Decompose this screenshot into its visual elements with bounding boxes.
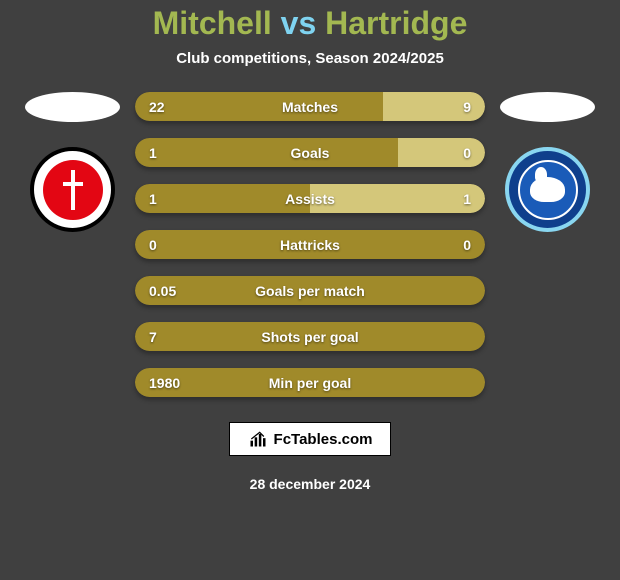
stat-bar: 7 Shots per goal [135, 322, 485, 351]
player2-name: Hartridge [325, 5, 467, 41]
stat-value-right: 0 [463, 237, 471, 253]
stat-value-left: 1 [149, 191, 157, 207]
stat-bar: 0 0 Hattricks [135, 230, 485, 259]
wycombe-inner [518, 160, 578, 220]
bar-fill-right [310, 184, 485, 213]
stat-label: Assists [285, 191, 335, 207]
stat-value-left: 0.05 [149, 283, 176, 299]
stat-label: Shots per goal [261, 329, 358, 345]
right-column [500, 92, 595, 232]
player1-name: Mitchell [153, 5, 272, 41]
date-text: 28 december 2024 [250, 476, 371, 492]
stat-label: Min per goal [269, 375, 351, 391]
stats-column: 22 9 Matches 1 0 Goals 1 1 Assists 0 0 Hattricks 0.0… [135, 92, 485, 397]
bar-fill-right [398, 138, 486, 167]
stat-bar: 22 9 Matches [135, 92, 485, 121]
stat-value-left: 7 [149, 329, 157, 345]
stat-label: Matches [282, 99, 338, 115]
stat-value-left: 0 [149, 237, 157, 253]
stat-value-right: 9 [463, 99, 471, 115]
comparison-container: Mitchell vs Hartridge Club competitions,… [0, 0, 620, 580]
stat-label: Hattricks [280, 237, 340, 253]
logo-box: FcTables.com [229, 422, 392, 456]
stat-bar: 1 0 Goals [135, 138, 485, 167]
stat-value-right: 0 [463, 145, 471, 161]
vs-text: vs [281, 5, 317, 41]
left-club-badge [30, 147, 115, 232]
charlton-inner [43, 160, 103, 220]
right-club-badge [505, 147, 590, 232]
stat-value-left: 22 [149, 99, 165, 115]
stat-label: Goals per match [255, 283, 365, 299]
stat-value-left: 1980 [149, 375, 180, 391]
chart-icon [248, 429, 268, 449]
subtitle: Club competitions, Season 2024/2025 [176, 50, 444, 67]
bar-fill-left [135, 92, 383, 121]
stat-bar: 0.05 Goals per match [135, 276, 485, 305]
stat-label: Goals [291, 145, 330, 161]
sword-icon [71, 170, 75, 210]
logo-text: FcTables.com [274, 431, 373, 448]
bar-fill-left [135, 138, 398, 167]
left-ellipse [25, 92, 120, 122]
page-title: Mitchell vs Hartridge [153, 5, 468, 42]
bar-fill-left [135, 184, 310, 213]
right-ellipse [500, 92, 595, 122]
stat-bar: 1980 Min per goal [135, 368, 485, 397]
swan-icon [530, 177, 565, 202]
stat-value-left: 1 [149, 145, 157, 161]
main-row: 22 9 Matches 1 0 Goals 1 1 Assists 0 0 Hattricks 0.0… [0, 92, 620, 397]
left-column [25, 92, 120, 232]
stat-bar: 1 1 Assists [135, 184, 485, 213]
stat-value-right: 1 [463, 191, 471, 207]
